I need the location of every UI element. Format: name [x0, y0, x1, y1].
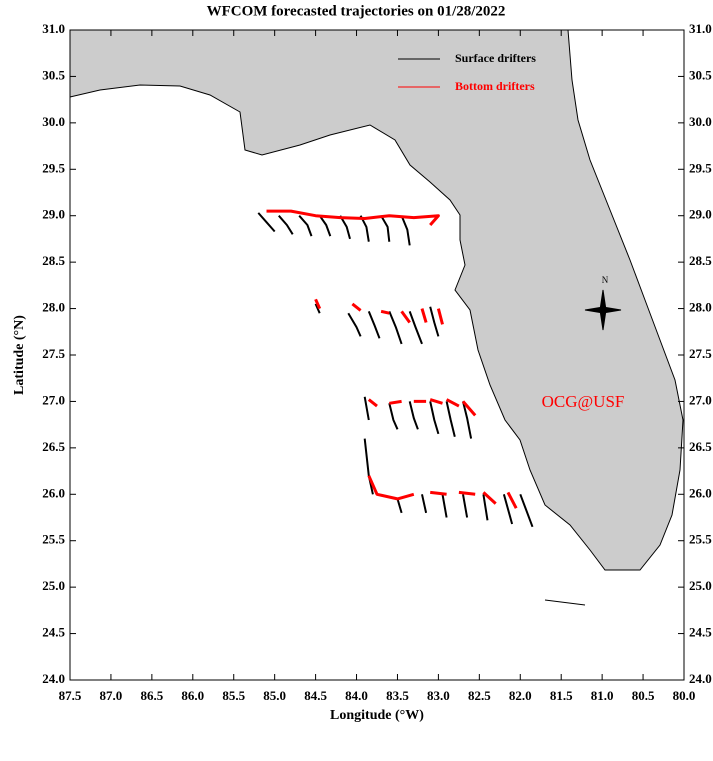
- x-tick-label: 80.0: [673, 688, 696, 703]
- trajectory: [257, 212, 534, 528]
- compass: [584, 289, 622, 331]
- keys: [544, 599, 586, 606]
- y-tick-label: 29.5: [689, 160, 712, 175]
- x-tick-label: 84.5: [304, 688, 327, 703]
- x-tick-label: 83.5: [386, 688, 409, 703]
- legend-label: Surface drifters: [455, 51, 536, 65]
- y-tick-label: 24.5: [689, 625, 712, 640]
- y-tick-label: 28.5: [42, 253, 65, 268]
- x-tick-label: 86.5: [140, 688, 163, 703]
- y-tick-label: 28.0: [689, 300, 712, 315]
- legend-label: Bottom drifters: [455, 79, 535, 93]
- x-tick-label: 82.5: [468, 688, 491, 703]
- y-tick-label: 30.0: [42, 114, 65, 129]
- y-axis-label: Latitude (°N): [12, 315, 27, 395]
- y-tick-label: 27.5: [689, 346, 712, 361]
- y-tick-label: 24.0: [689, 671, 712, 686]
- y-tick-label: 28.5: [689, 253, 712, 268]
- y-tick-label: 26.5: [42, 439, 65, 454]
- y-tick-label: 25.0: [42, 578, 65, 593]
- x-tick-label: 87.0: [100, 688, 123, 703]
- x-tick-label: 82.0: [509, 688, 532, 703]
- y-tick-label: 24.5: [42, 625, 65, 640]
- x-tick-label: 87.5: [59, 688, 82, 703]
- y-tick-label: 25.5: [42, 532, 65, 547]
- y-tick-label: 29.5: [42, 160, 65, 175]
- annotation: OCG@USF: [542, 392, 625, 411]
- trajectory: [266, 209, 518, 509]
- x-tick-label: 85.0: [263, 688, 286, 703]
- y-tick-label: 31.0: [689, 21, 712, 36]
- y-tick-label: 29.0: [689, 207, 712, 222]
- y-tick-label: 25.0: [689, 578, 712, 593]
- land: [69, 29, 684, 571]
- x-tick-label: 84.0: [345, 688, 368, 703]
- x-axis-label: Longitude (°W): [330, 708, 424, 723]
- y-tick-label: 26.5: [689, 439, 712, 454]
- compass-label: N: [602, 275, 609, 285]
- y-tick-label: 28.0: [42, 300, 65, 315]
- x-tick-label: 81.5: [550, 688, 573, 703]
- x-tick-label: 86.0: [181, 688, 204, 703]
- y-tick-label: 27.5: [42, 346, 65, 361]
- x-tick-label: 83.0: [427, 688, 450, 703]
- y-tick-label: 30.5: [42, 67, 65, 82]
- y-tick-label: 31.0: [42, 21, 65, 36]
- chart-title: WFCOM forecasted trajectories on 01/28/2…: [207, 3, 506, 19]
- y-tick-label: 26.0: [689, 485, 712, 500]
- y-tick-label: 27.0: [689, 392, 712, 407]
- y-tick-label: 30.0: [689, 114, 712, 129]
- x-tick-label: 81.0: [591, 688, 614, 703]
- y-tick-label: 27.0: [42, 392, 65, 407]
- y-tick-label: 29.0: [42, 207, 65, 222]
- x-tick-label: 85.5: [222, 688, 245, 703]
- y-tick-label: 26.0: [42, 485, 65, 500]
- y-tick-label: 24.0: [42, 671, 65, 686]
- y-tick-label: 25.5: [689, 532, 712, 547]
- y-tick-label: 30.5: [689, 67, 712, 82]
- x-tick-label: 80.5: [632, 688, 655, 703]
